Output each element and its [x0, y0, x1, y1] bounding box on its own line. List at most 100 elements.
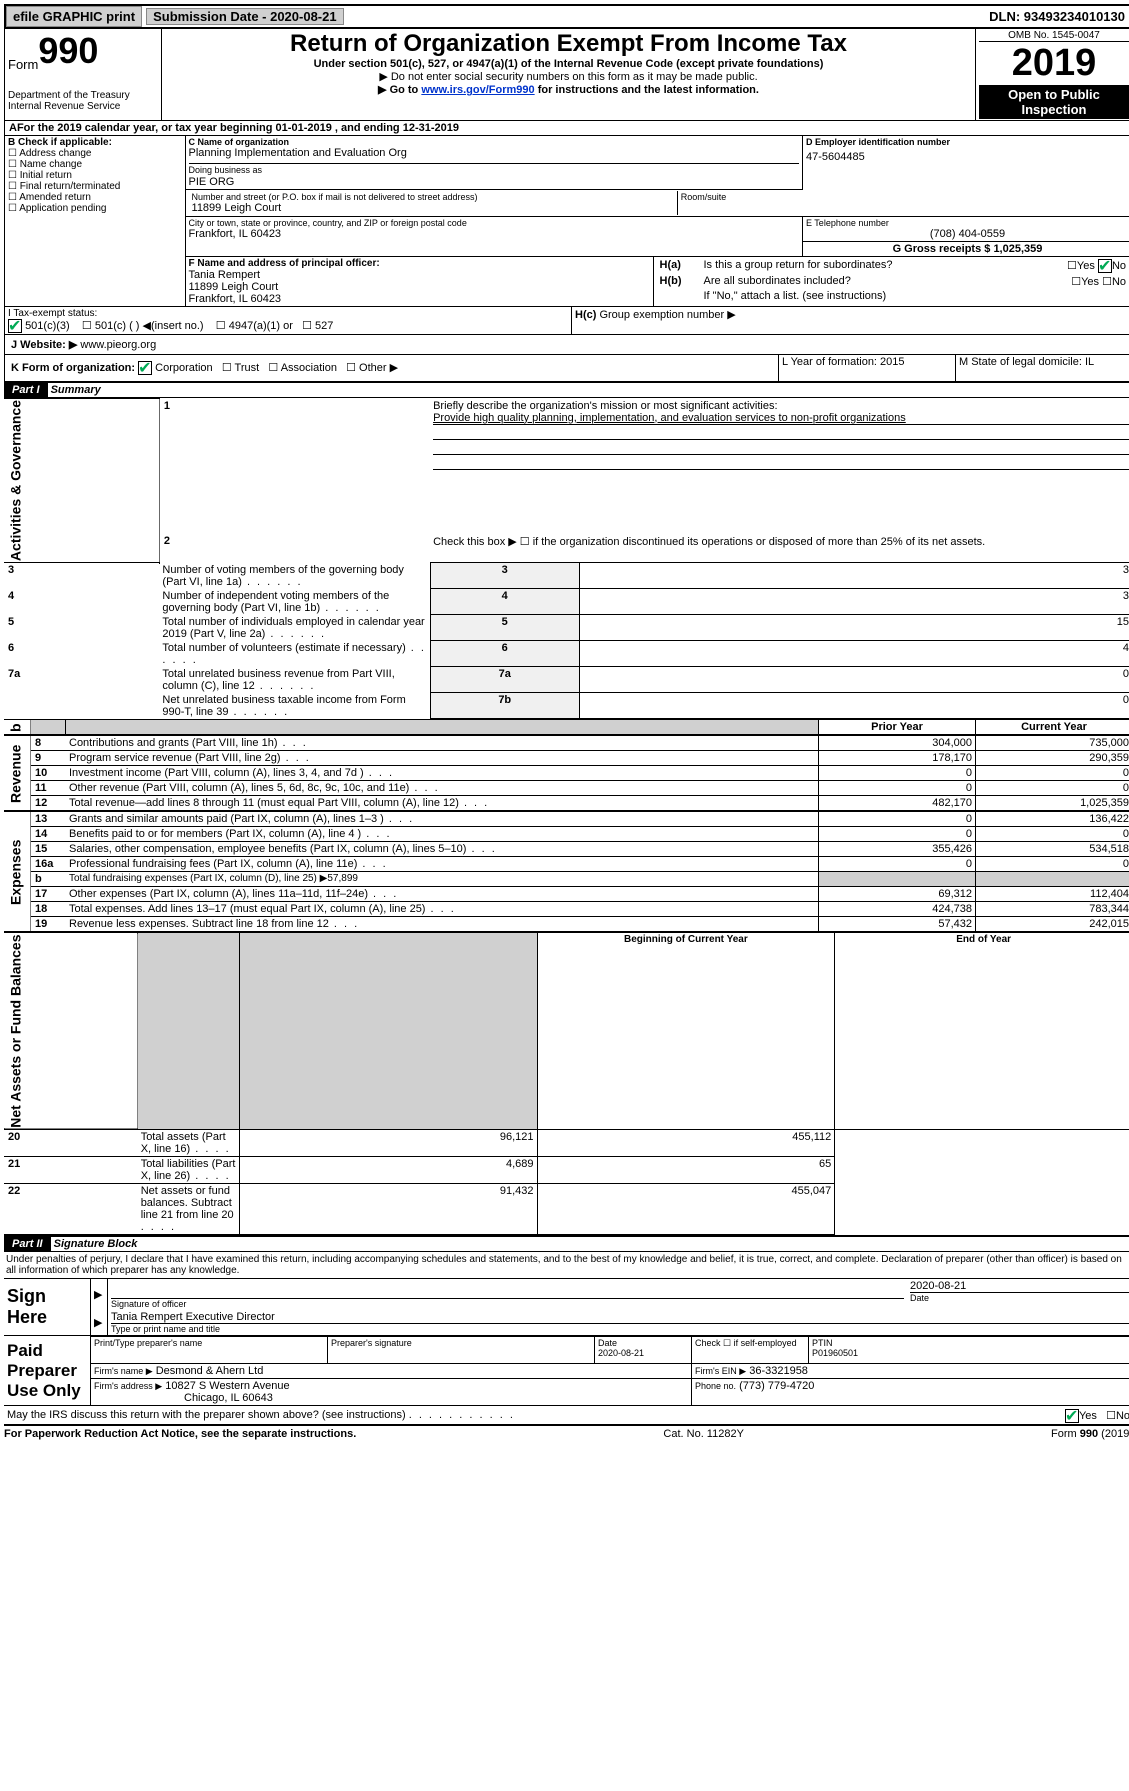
line-val: 0	[579, 667, 1129, 693]
org-name: Planning Implementation and Evaluation O…	[189, 147, 799, 159]
line-num: 14	[31, 827, 67, 842]
discuss-yes[interactable]: Yes	[1079, 1410, 1097, 1422]
paid-preparer-label: Paid Preparer Use Only	[4, 1336, 91, 1405]
h-a-yes[interactable]: Yes	[1077, 260, 1095, 272]
chk-app-pending[interactable]: ☐ Application pending	[8, 203, 182, 214]
h-b-note: If "No," attach a list. (see instruction…	[701, 289, 1129, 303]
box-d-label: D Employer identification number	[806, 137, 1129, 147]
prior-val: 0	[819, 766, 976, 781]
chk-corp[interactable]: Corporation	[155, 362, 212, 374]
firm-name-label: Firm's name ▶	[94, 1366, 153, 1376]
prior-val: 0	[819, 812, 976, 827]
form-word: Form	[8, 57, 38, 72]
firm-addr: 10827 S Western Avenue	[165, 1380, 289, 1392]
sidebar-expenses: Expenses	[4, 812, 31, 932]
form-title: Return of Organization Exempt From Incom…	[165, 30, 972, 58]
chk-501c[interactable]: 501(c) ( ) ◀(insert no.)	[95, 320, 204, 332]
discuss-no[interactable]: No	[1116, 1410, 1129, 1422]
line-text: Total unrelated business revenue from Pa…	[159, 667, 430, 693]
chk-other[interactable]: Other ▶	[359, 362, 398, 374]
h-a-no[interactable]: No	[1112, 260, 1126, 272]
instr-goto-pre: ▶ Go to	[378, 84, 421, 96]
tax-period: AFor the 2019 calendar year, or tax year…	[4, 121, 1129, 136]
line1-text: Provide high quality planning, implement…	[433, 412, 1129, 425]
col-boy: Beginning of Current Year	[537, 933, 835, 1130]
irs-link[interactable]: www.irs.gov/Form990	[421, 84, 534, 96]
klm-row: K Form of organization: Corporation ☐ Tr…	[4, 355, 1129, 383]
prior-val: 0	[819, 781, 976, 796]
chk-4947[interactable]: 4947(a)(1) or	[229, 320, 293, 332]
line-text: Net assets or fund balances. Subtract li…	[138, 1183, 240, 1234]
prior-val: 304,000	[819, 736, 976, 751]
firm-ein: 36-3321958	[749, 1365, 808, 1377]
dba-label: Doing business as	[189, 165, 263, 175]
firm-ein-label: Firm's EIN ▶	[695, 1366, 746, 1376]
curr-val: 290,359	[976, 751, 1129, 766]
chk-amended[interactable]: ☐ Amended return	[8, 192, 182, 203]
date-label: Date	[910, 1292, 1129, 1303]
chk-address-change[interactable]: ☐ Address change	[8, 148, 182, 159]
chk-501c3[interactable]: 501(c)(3)	[25, 320, 70, 332]
discuss-text: May the IRS discuss this return with the…	[7, 1409, 406, 1421]
efile-button[interactable]: efile GRAPHIC print	[6, 6, 142, 27]
line-val: 4	[579, 641, 1129, 667]
box-b-label: B Check if applicable:	[8, 137, 182, 148]
firm-phone-label: Phone no.	[695, 1381, 736, 1391]
line-key: 4	[430, 589, 579, 615]
paid-preparer-block: Paid Preparer Use Only Print/Type prepar…	[4, 1336, 1129, 1406]
prep-sig-label: Preparer's signature	[328, 1336, 595, 1363]
prep-name-label: Print/Type preparer's name	[94, 1338, 324, 1348]
line-text: Other revenue (Part VIII, column (A), li…	[66, 781, 819, 796]
chk-name-change[interactable]: ☐ Name change	[8, 159, 182, 170]
ein-value: 47-5604485	[806, 147, 1129, 181]
instr-goto-post: for instructions and the latest informat…	[535, 84, 759, 96]
sig-officer-label: Signature of officer	[111, 1298, 904, 1309]
website-label: J Website: ▶	[11, 339, 77, 351]
chk-final-return[interactable]: ☐ Final return/terminated	[8, 181, 182, 192]
line-text: Revenue less expenses. Subtract line 18 …	[66, 917, 819, 932]
line-text: Number of independent voting members of …	[159, 589, 430, 615]
chk-assoc[interactable]: Association	[281, 362, 337, 374]
line-val: 3	[579, 589, 1129, 615]
summary-table: Activities & Governance 1 Briefly descri…	[4, 398, 1129, 719]
line-key: 7b	[430, 693, 579, 719]
tax-exempt-label: I Tax-exempt status:	[8, 308, 568, 319]
form-subtitle: Under section 501(c), 527, or 4947(a)(1)…	[165, 58, 972, 70]
line-text: Grants and similar amounts paid (Part IX…	[66, 812, 819, 827]
ptin-label: PTIN	[812, 1338, 833, 1348]
line1-label: Briefly describe the organization's miss…	[433, 400, 777, 412]
h-c-label: H(c)	[575, 309, 596, 321]
prior-val: 57,432	[819, 917, 976, 932]
chk-initial-return[interactable]: ☐ Initial return	[8, 170, 182, 181]
sign-here-label: Sign Here	[4, 1279, 91, 1336]
box-m: M State of legal domicile: IL	[956, 355, 1129, 382]
line-num: 8	[31, 736, 67, 751]
firm-city: Chicago, IL 60643	[184, 1392, 273, 1404]
instr-ssn: ▶ Do not enter social security numbers o…	[165, 70, 972, 83]
line-num: 11	[31, 781, 67, 796]
omb-number: OMB No. 1545-0047	[979, 30, 1129, 42]
line-text: Program service revenue (Part VIII, line…	[66, 751, 819, 766]
chk-trust[interactable]: Trust	[235, 362, 260, 374]
line-num: 21	[4, 1156, 138, 1183]
phone-value: (708) 404-0559	[806, 228, 1129, 240]
curr-val: 0	[976, 857, 1129, 872]
prior-val: 482,170	[819, 796, 976, 811]
col-eoy: End of Year	[835, 933, 1129, 1130]
h-b-yes[interactable]: Yes	[1081, 276, 1099, 288]
self-employed-chk[interactable]: Check ☐ if self-employed	[692, 1336, 809, 1363]
submission-date: Submission Date - 2020-08-21	[146, 8, 344, 25]
col-curr: Current Year	[976, 720, 1129, 735]
curr-val: 112,404	[976, 887, 1129, 902]
footer-mid: Cat. No. 11282Y	[663, 1428, 744, 1440]
page-footer: For Paperwork Reduction Act Notice, see …	[4, 1426, 1129, 1440]
chk-527[interactable]: 527	[315, 320, 333, 332]
h-b-no[interactable]: No	[1112, 276, 1126, 288]
h-c-text: Group exemption number ▶	[599, 309, 735, 321]
sign-name: Tania Rempert Executive Director	[111, 1311, 1129, 1323]
part2-hdr: Part II	[4, 1237, 51, 1251]
line-key: 5	[430, 615, 579, 641]
website-value: www.pieorg.org	[80, 339, 156, 351]
sidebar-netassets: Net Assets or Fund Balances	[4, 933, 138, 1130]
sign-block: Sign Here ▶ Signature of officer 2020-08…	[4, 1279, 1129, 1336]
